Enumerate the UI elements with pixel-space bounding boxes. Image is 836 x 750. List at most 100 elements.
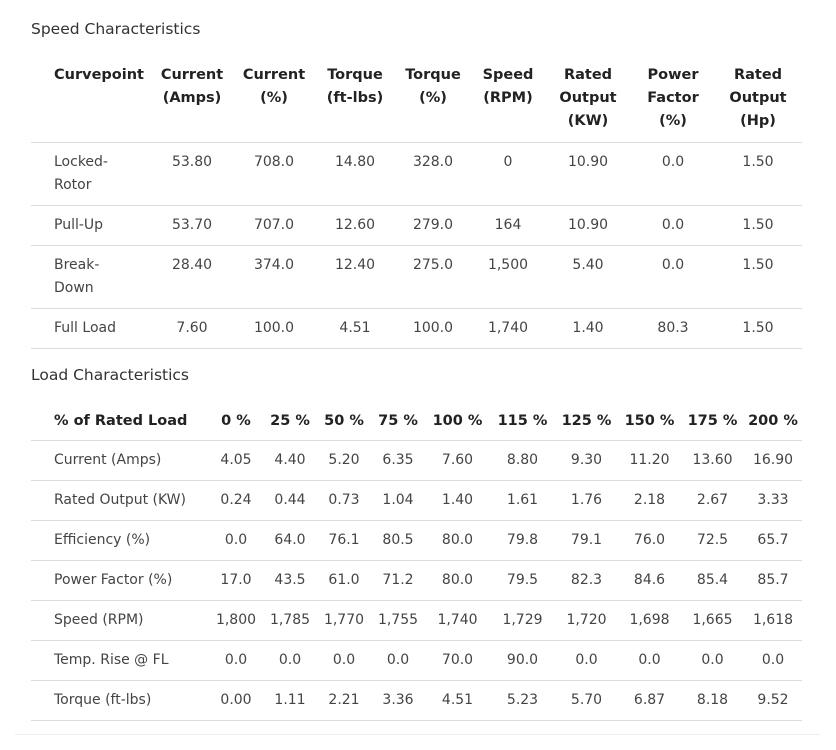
table-cell: 1.11 (263, 680, 317, 721)
column-header: Curvepoint (31, 64, 152, 143)
table-cell: 4.05 (209, 440, 263, 481)
column-header: 125 % (561, 413, 612, 429)
bottom-divider (15, 734, 820, 735)
text-line: (%) (260, 90, 288, 106)
text-line: Curvepoint (54, 67, 144, 83)
load-characteristics-table: % of Rated Load 0 % 25 % 50 % 75 % 100 % 115 %… (31, 410, 802, 721)
table-cell: 79.1 (555, 520, 618, 561)
table-cell: 164 (472, 205, 544, 246)
table-row: Break- Down 28.40 374.0 12.40 275.0 1,500 5.40 0… (31, 245, 802, 309)
table-cell: 1.50 (714, 245, 802, 309)
text-line: Current (160, 67, 224, 83)
table-cell: 279.0 (394, 205, 472, 246)
table-cell: 1,800 (209, 600, 263, 641)
column-header: Power Factor (%) (632, 64, 714, 143)
table-cell: 0.0 (681, 640, 744, 681)
table-cell: 82.3 (555, 560, 618, 601)
column-header: Speed (RPM) (472, 64, 544, 143)
curvepoint-label: Locked- Rotor (31, 142, 152, 206)
table-row: Speed (RPM) 1,800 1,785 1,770 1,755 1,740 1,72… (31, 600, 802, 641)
table-cell: 79.5 (490, 560, 555, 601)
text-line: Torque (327, 67, 383, 83)
column-header: 75 % (378, 413, 418, 429)
table-cell: 7.60 (425, 440, 490, 481)
table-row: Power Factor (%) 17.0 43.5 61.0 71.2 80.0 79.5… (31, 560, 802, 601)
text-line: Torque (405, 67, 461, 83)
column-header: 150 % (624, 413, 675, 429)
table-row: Locked- Rotor 53.80 708.0 14.80 328.0 0 10.90 0.… (31, 142, 802, 206)
column-header: Torque (ft-lbs) (316, 64, 394, 143)
table-cell: 5.23 (490, 680, 555, 721)
table-cell: 76.0 (618, 520, 681, 561)
text-line: (ft-lbs) (326, 90, 384, 106)
row-label: Power Factor (%) (31, 560, 209, 601)
table-cell: 328.0 (394, 142, 472, 206)
row-label: Efficiency (%) (31, 520, 209, 561)
text-line: (Hp) (740, 113, 776, 129)
table-cell: 0.44 (263, 480, 317, 521)
curvepoint-label: Full Load (31, 308, 152, 349)
table-cell: 0.0 (632, 142, 714, 206)
table-cell: 0.0 (744, 640, 802, 681)
table-cell: 79.8 (490, 520, 555, 561)
column-header: Current (Amps) (152, 64, 232, 143)
table-row: Torque (ft-lbs) 0.00 1.11 2.21 3.36 4.51 5.23 5… (31, 680, 802, 721)
table-cell: 61.0 (317, 560, 371, 601)
table-cell: 65.7 (744, 520, 802, 561)
table-cell: 64.0 (263, 520, 317, 561)
table-cell: 2.67 (681, 480, 744, 521)
table-cell: 1,740 (425, 600, 490, 641)
column-header: % of Rated Load (54, 413, 188, 429)
table-cell: 1.50 (714, 205, 802, 246)
table-cell: 0.0 (317, 640, 371, 681)
column-header: 100 % (432, 413, 483, 429)
table-cell: 80.0 (425, 520, 490, 561)
table-cell: 70.0 (425, 640, 490, 681)
table-cell: 0.00 (209, 680, 263, 721)
table-cell: 0.0 (555, 640, 618, 681)
text-line: Break- (54, 257, 100, 273)
text-line: Down (54, 280, 94, 296)
table-cell: 1.61 (490, 480, 555, 521)
table-cell: 0.0 (632, 205, 714, 246)
table-cell: 12.60 (316, 205, 394, 246)
table-cell: 1.76 (555, 480, 618, 521)
table-cell: 12.40 (316, 245, 394, 309)
text-line: Speed (482, 67, 534, 83)
text-line: (RPM) (483, 90, 533, 106)
text-line: Power (647, 67, 699, 83)
table-cell: 85.7 (744, 560, 802, 601)
table-row: Current (Amps) 4.05 4.40 5.20 6.35 7.60 8.80 9.… (31, 440, 802, 481)
load-header-row: % of Rated Load 0 % 25 % 50 % 75 % 100 % 115 %… (31, 410, 802, 441)
text-line: (%) (419, 90, 447, 106)
column-header: Current (%) (232, 64, 316, 143)
table-cell: 9.52 (744, 680, 802, 721)
table-cell: 1,618 (744, 600, 802, 641)
table-cell: 11.20 (618, 440, 681, 481)
table-cell: 1,500 (472, 245, 544, 309)
table-cell: 53.70 (152, 205, 232, 246)
column-header: 200 % (748, 413, 798, 429)
text-line: (%) (659, 113, 687, 129)
table-cell: 1,785 (263, 600, 317, 641)
table-cell: 374.0 (232, 245, 316, 309)
curvepoint-label: Break- Down (31, 245, 152, 309)
speed-characteristics-table: Curvepoint Current (Amps) Current (%) Torque (… (31, 64, 802, 349)
speed-header-row: Curvepoint Current (Amps) Current (%) Torque (… (31, 64, 802, 143)
table-cell: 8.80 (490, 440, 555, 481)
table-cell: 71.2 (371, 560, 425, 601)
column-header: Rated Output (Hp) (714, 64, 802, 143)
table-cell: 4.51 (425, 680, 490, 721)
table-cell: 80.5 (371, 520, 425, 561)
row-label: Torque (ft-lbs) (31, 680, 209, 721)
table-cell: 8.18 (681, 680, 744, 721)
text-line: Locked- (54, 154, 108, 170)
table-cell: 0.0 (632, 245, 714, 309)
table-cell: 1.40 (544, 308, 632, 349)
table-cell: 13.60 (681, 440, 744, 481)
table-cell: 3.33 (744, 480, 802, 521)
column-header: 175 % (687, 413, 738, 429)
curvepoint-label: Pull-Up (31, 205, 152, 246)
table-cell: 76.1 (317, 520, 371, 561)
table-cell: 72.5 (681, 520, 744, 561)
